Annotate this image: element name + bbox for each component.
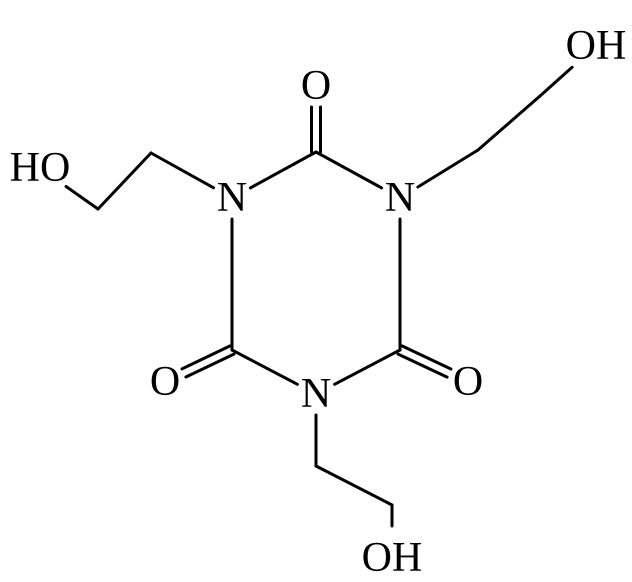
atom-label-o: O: [301, 63, 331, 109]
single-bond: [151, 153, 214, 188]
atom-label-o: O: [150, 359, 180, 405]
double-bond: [398, 354, 447, 377]
double-bond: [402, 346, 451, 369]
double-bond: [182, 346, 230, 369]
single-bond: [540, 67, 572, 96]
single-bond: [316, 466, 392, 505]
atom-label-n: N: [217, 175, 247, 221]
atom-label-oh: OH: [362, 535, 423, 581]
single-bond: [478, 96, 540, 150]
single-bond: [232, 350, 297, 384]
single-bond: [98, 153, 151, 209]
single-bond: [418, 150, 478, 187]
atom-label-n: N: [385, 175, 415, 221]
double-bond: [186, 354, 234, 377]
atom-label-o: O: [453, 359, 483, 405]
chemical-structure-diagram: N N N O O O HO OH OH: [0, 0, 632, 582]
single-bond: [316, 152, 382, 188]
atom-label-layer: N N N O O O HO OH OH: [10, 23, 627, 581]
single-bond: [335, 350, 400, 384]
atom-label-n: N: [301, 371, 331, 417]
atom-label-oh: OH: [566, 23, 627, 69]
bond-layer: [66, 67, 572, 526]
single-bond: [250, 152, 316, 188]
atom-label-oh: HO: [10, 145, 71, 191]
single-bond: [66, 187, 98, 210]
